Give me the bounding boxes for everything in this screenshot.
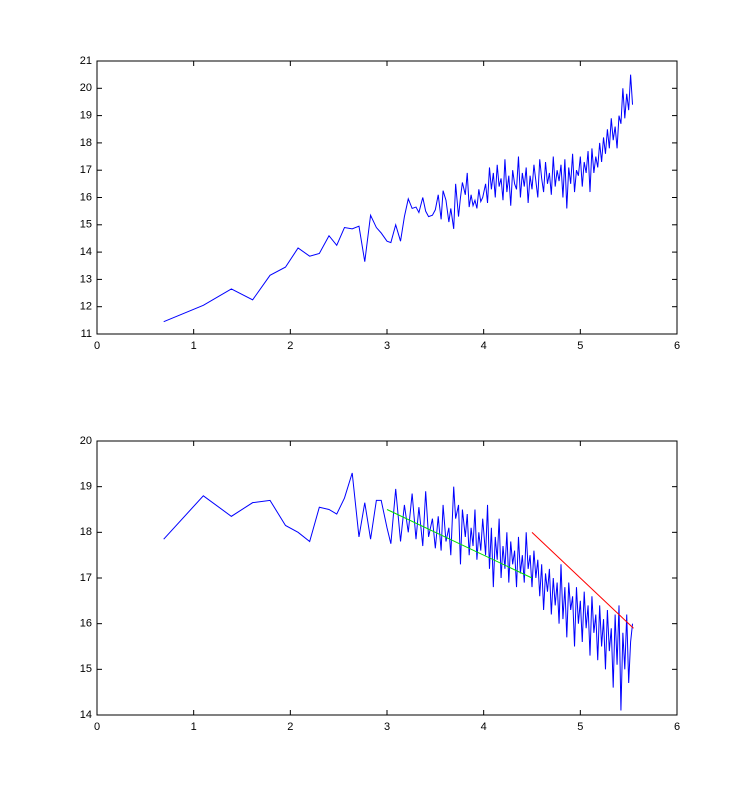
x-tick-label: 2 xyxy=(287,340,293,352)
y-tick-label: 15 xyxy=(80,219,92,231)
y-tick-label: 18 xyxy=(80,137,92,149)
x-tick-label: 0 xyxy=(94,721,100,733)
x-tick-label: 3 xyxy=(384,340,390,352)
y-tick-label: 16 xyxy=(80,618,92,630)
x-tick-label: 2 xyxy=(287,721,293,733)
y-tick-label: 17 xyxy=(80,164,92,176)
x-tick-label: 0 xyxy=(94,340,100,352)
y-tick-label: 17 xyxy=(80,572,92,584)
x-tick-label: 5 xyxy=(577,340,583,352)
x-tick-label: 3 xyxy=(384,721,390,733)
y-tick-label: 16 xyxy=(80,191,92,203)
x-tick-label: 6 xyxy=(674,721,680,733)
y-tick-label: 20 xyxy=(80,435,92,447)
y-tick-label: 19 xyxy=(80,110,92,122)
y-tick-label: 11 xyxy=(81,328,92,340)
data-line xyxy=(531,531,634,629)
x-tick-label: 4 xyxy=(481,721,487,733)
x-tick-label: 5 xyxy=(577,721,583,733)
x-tick-label: 1 xyxy=(191,721,197,733)
y-tick-label: 18 xyxy=(80,526,92,538)
data-line xyxy=(163,74,634,323)
x-tick-label: 1 xyxy=(191,340,197,352)
x-tick-label: 4 xyxy=(481,340,487,352)
y-tick-label: 12 xyxy=(80,301,92,313)
y-tick-label: 15 xyxy=(80,663,92,675)
axes-box xyxy=(96,60,678,335)
data-line xyxy=(386,509,533,579)
y-tick-label: 13 xyxy=(80,273,92,285)
y-tick-label: 19 xyxy=(80,481,92,493)
x-tick-label: 6 xyxy=(674,340,680,352)
y-tick-label: 14 xyxy=(80,246,92,258)
axes-box xyxy=(96,440,678,716)
y-tick-label: 21 xyxy=(80,55,92,67)
y-tick-label: 20 xyxy=(80,82,92,94)
y-tick-label: 14 xyxy=(80,709,92,721)
data-line xyxy=(163,472,634,711)
